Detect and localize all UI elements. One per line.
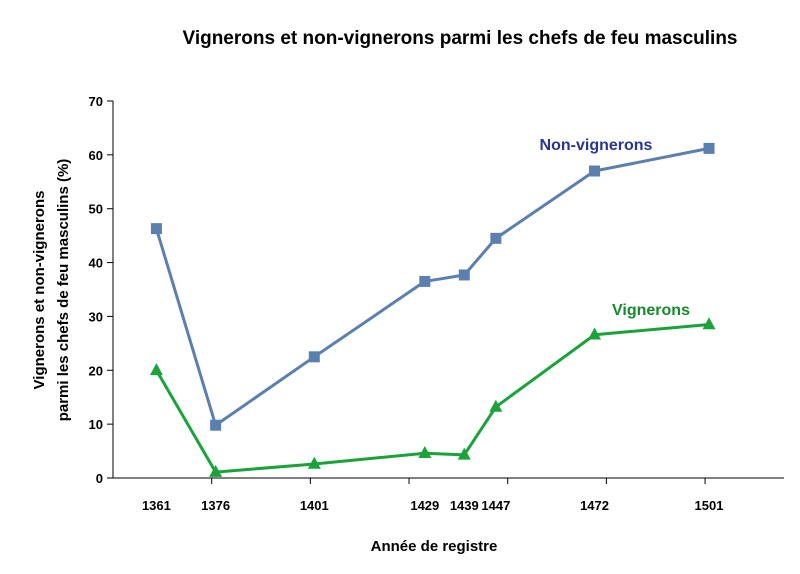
x-tick-label: 1501 bbox=[695, 498, 724, 513]
series-label-non-vignerons: Non-vignerons bbox=[540, 137, 653, 154]
data-point-triangle bbox=[418, 446, 432, 459]
x-axis-label: Année de registre bbox=[371, 538, 498, 555]
series-layer bbox=[149, 142, 716, 477]
chart-title: Vignerons et non-vignerons parmi les che… bbox=[182, 28, 737, 49]
data-point-triangle bbox=[307, 456, 321, 469]
x-tick-label: 1429 bbox=[410, 498, 439, 513]
data-point-square bbox=[419, 275, 431, 287]
y-tick-label: 0 bbox=[96, 471, 103, 486]
y-tick-label: 50 bbox=[89, 202, 103, 217]
x-ticks: 1361 1376 1401 1429 1439 1447 1472 1501 bbox=[142, 478, 724, 513]
data-point-triangle bbox=[457, 447, 471, 460]
x-tick-label: 1361 bbox=[142, 498, 171, 513]
data-point-square bbox=[703, 142, 715, 154]
y-tick-label: 70 bbox=[89, 94, 103, 109]
series-label-vignerons: Vignerons bbox=[612, 302, 690, 319]
y-axis-label: Vignerons et non-vignerons bbox=[31, 191, 48, 390]
data-point-square bbox=[210, 419, 222, 431]
data-point-square bbox=[150, 223, 162, 235]
data-point-square bbox=[308, 351, 320, 363]
y-axis-label-line1: Vignerons et non-vignerons bbox=[31, 191, 48, 390]
x-tick-label: 1472 bbox=[580, 498, 609, 513]
series-line-non-vignerons bbox=[154, 146, 710, 427]
data-point-triangle bbox=[702, 317, 716, 330]
data-point-triangle bbox=[149, 363, 163, 376]
y-tick-label: 20 bbox=[89, 363, 103, 378]
y-axis-label-2: parmi les chefs de feu masculins (%) bbox=[55, 159, 72, 422]
data-point-triangle bbox=[588, 327, 602, 340]
x-tick-label: 1401 bbox=[300, 498, 329, 513]
series-line-vignerons bbox=[155, 323, 710, 474]
y-tick-label: 10 bbox=[89, 417, 103, 432]
series-labels: Non-vignerons Vignerons bbox=[540, 137, 691, 319]
data-point-triangle bbox=[489, 399, 503, 412]
data-point-triangle bbox=[209, 464, 223, 477]
data-point-square bbox=[490, 232, 502, 244]
data-point-square bbox=[589, 165, 601, 177]
y-tick-label: 30 bbox=[89, 309, 103, 324]
y-tick-label: 60 bbox=[89, 148, 103, 163]
data-point-square bbox=[458, 269, 470, 281]
y-axis-label-line2: parmi les chefs de feu masculins (%) bbox=[55, 159, 72, 422]
x-tick-label: 1376 bbox=[201, 498, 230, 513]
y-ticks: 0 10 20 30 40 50 60 70 bbox=[89, 94, 113, 486]
y-tick-label: 40 bbox=[89, 256, 103, 271]
x-tick-label: 1439 bbox=[450, 498, 479, 513]
x-tick-label: 1447 bbox=[481, 498, 510, 513]
